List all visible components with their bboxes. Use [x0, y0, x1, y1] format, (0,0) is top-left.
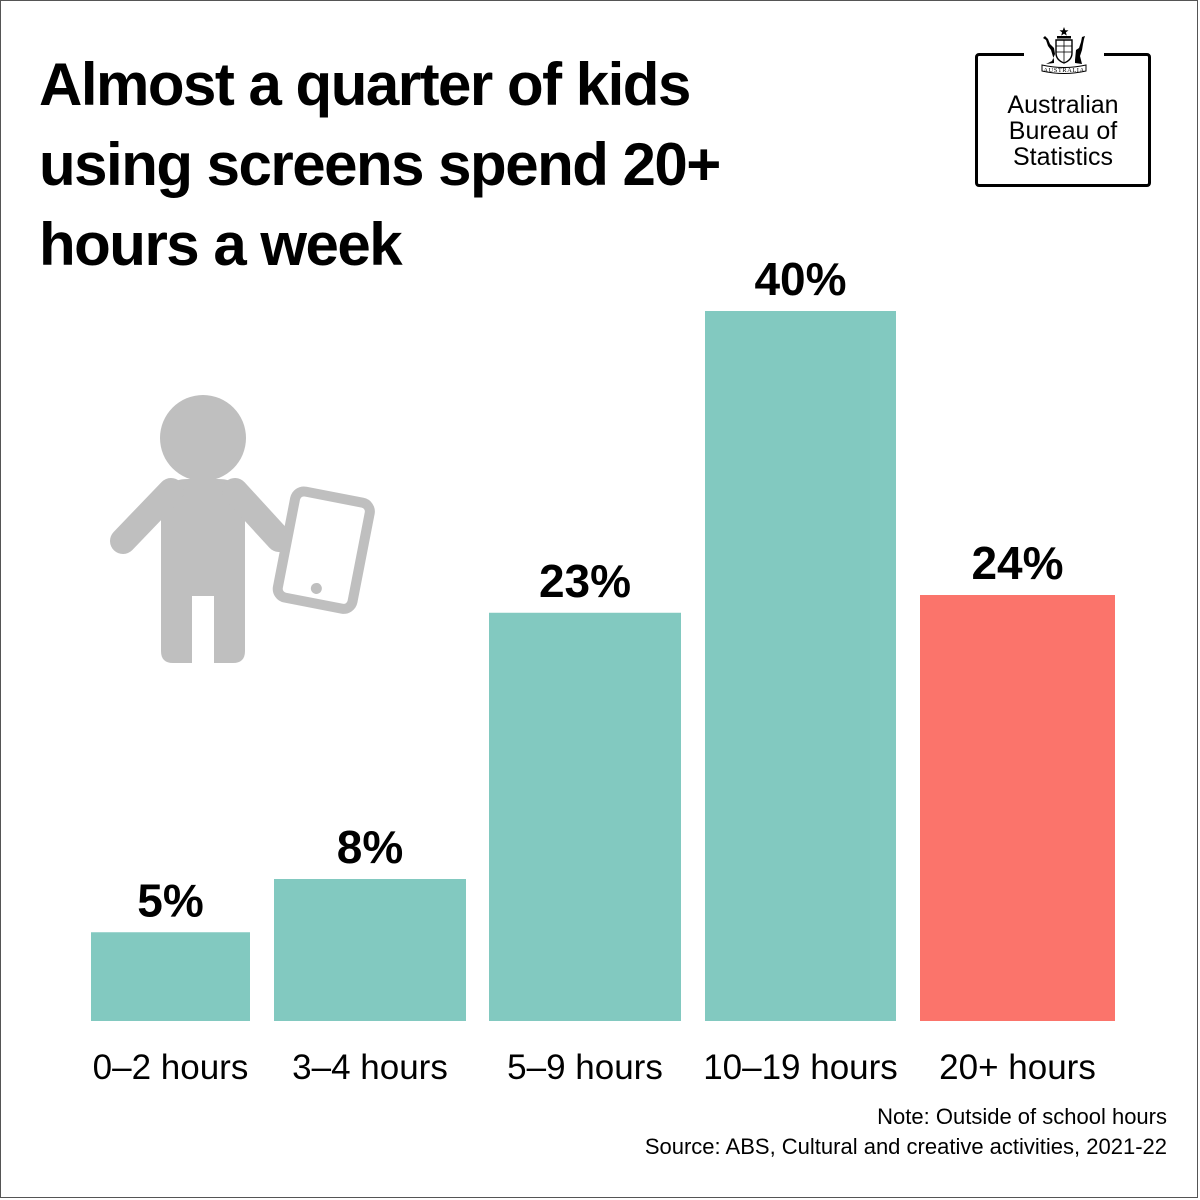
bar-value-label: 40%: [754, 253, 846, 305]
bar-5: [920, 595, 1115, 1021]
category-label: 10–19 hours: [703, 1048, 898, 1087]
logo-wordmark: Australian Bureau of Statistics: [978, 92, 1148, 170]
footnote: Note: Outside of school hours Source: AB…: [645, 1102, 1167, 1162]
logo-line-1: Australian: [1007, 91, 1119, 119]
bar-3: [489, 612, 681, 1021]
source-text: Source: ABS, Cultural and creative activ…: [644, 1134, 1167, 1159]
bar-value-label: 24%: [971, 537, 1063, 589]
bar-4: [705, 311, 896, 1021]
bar-value-label: 23%: [539, 555, 631, 607]
bar-value-label: 5%: [137, 874, 203, 926]
logo-line-2: Bureau of: [1008, 117, 1118, 145]
abs-logo: AUSTRALIA Australian Bureau of Statistic…: [975, 26, 1151, 187]
category-label: 20+ hours: [939, 1048, 1096, 1087]
category-label: 3–4 hours: [292, 1048, 448, 1087]
crest-scroll-text: AUSTRALIA: [1043, 67, 1084, 74]
bar-2: [274, 879, 466, 1021]
logo-line-3: Statistics: [1012, 143, 1114, 171]
chart-title: Almost a quarter of kids using screens s…: [39, 51, 721, 278]
category-label: 5–9 hours: [507, 1048, 663, 1087]
child-with-tablet-icon: [110, 395, 375, 663]
note-text: Note: Outside of school hours: [877, 1104, 1167, 1129]
bar-1: [91, 932, 250, 1021]
category-label: 0–2 hours: [93, 1048, 249, 1087]
coat-of-arms-icon: AUSTRALIA: [1024, 26, 1104, 78]
bar-value-label: 8%: [337, 821, 403, 873]
